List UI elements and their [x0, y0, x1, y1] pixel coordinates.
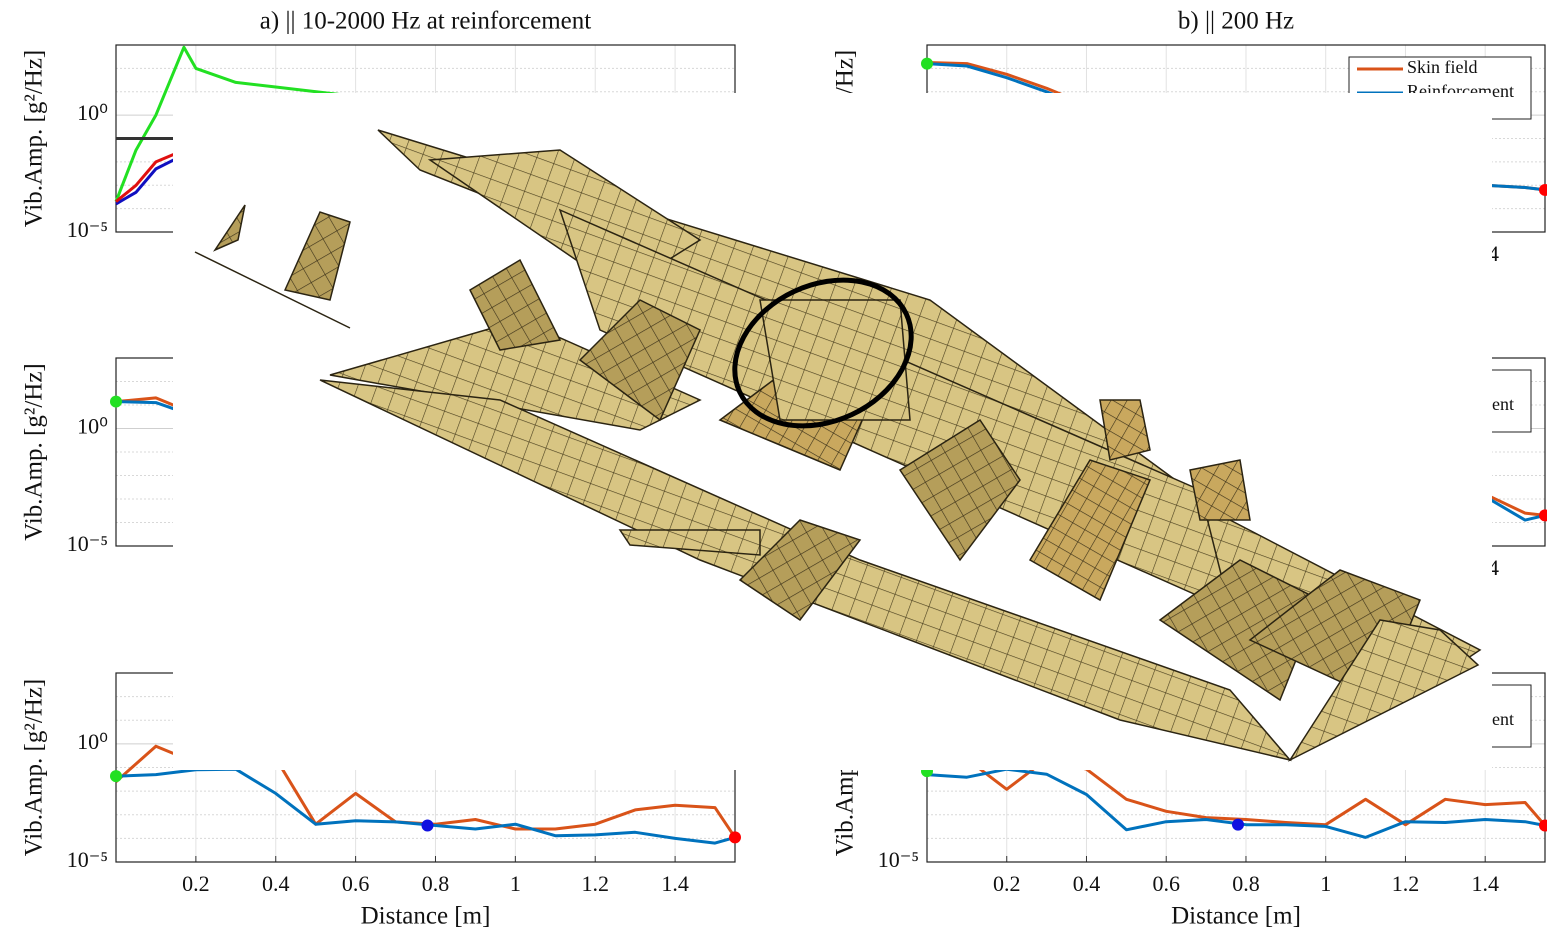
figure: 10⁻⁵10⁰0.20.40.60.811.21.4a) || 10-2000 … — [0, 0, 1547, 935]
fe-model-overlay — [0, 0, 1547, 935]
